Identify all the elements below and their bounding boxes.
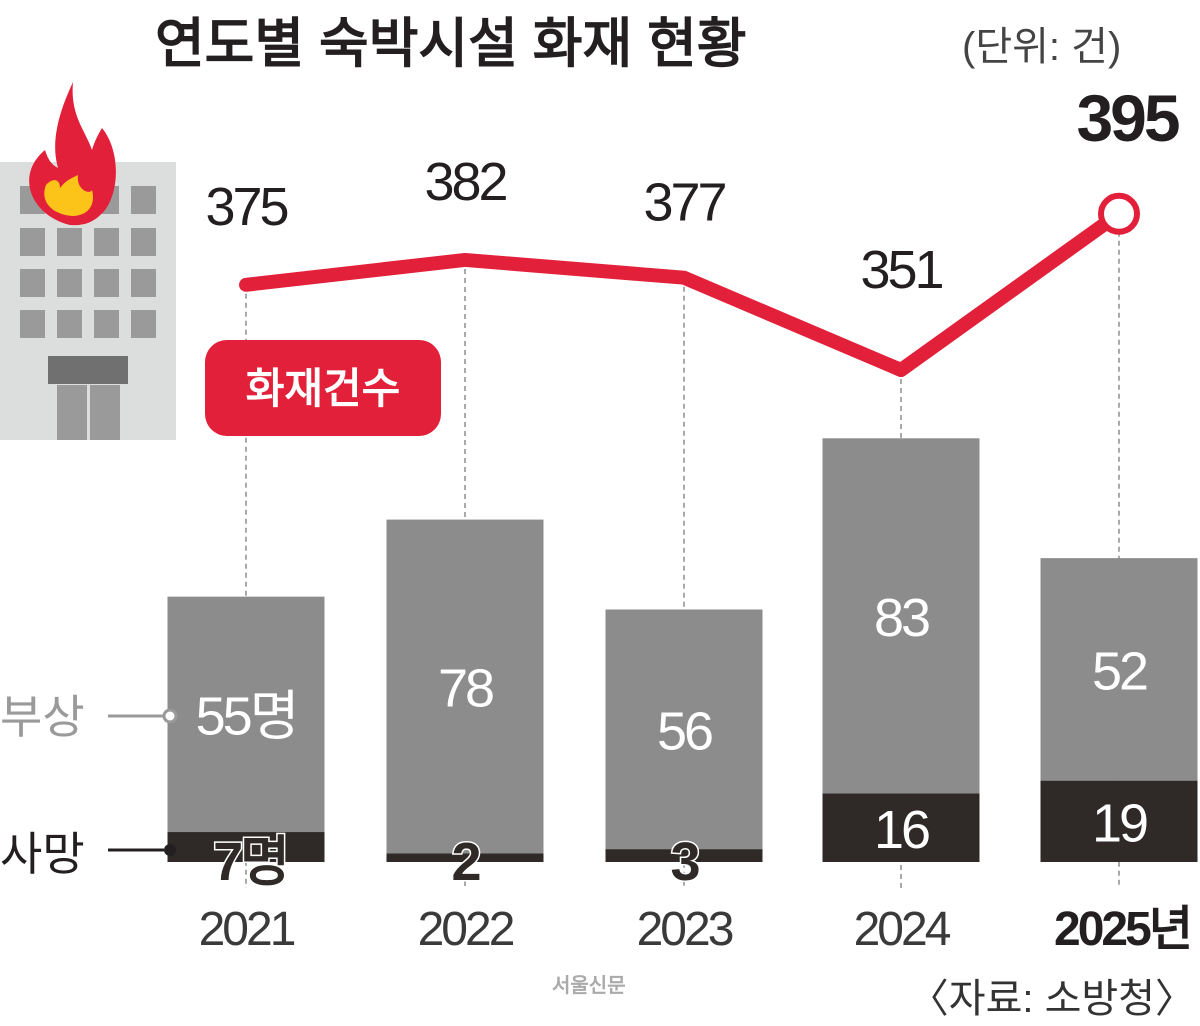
bar-injury (167, 596, 325, 833)
bar-injury (822, 438, 980, 794)
death-value-label: 3 (670, 832, 699, 892)
bar-injury (605, 609, 763, 850)
line-value-label: 375 (205, 177, 287, 237)
x-tick-label: 2022 (418, 903, 514, 956)
injury-value-label: 78 (438, 659, 493, 719)
injury-value-label: 55명 (196, 686, 297, 746)
death-value-label: 7명 (213, 832, 287, 892)
bar-injury (386, 519, 544, 854)
bar-death (167, 832, 325, 862)
x-tick-label: 2023 (637, 903, 733, 956)
line-legend-badge: 화재건수 (205, 340, 441, 436)
unit-label: (단위: 건) (962, 25, 1121, 69)
legend-death-label: 사망 (0, 828, 85, 880)
x-tick-label: 2021 (199, 903, 295, 956)
injury-value-label: 52 (1092, 641, 1147, 701)
legend-death: 사망 (0, 828, 176, 880)
legend-injury: 부상 (0, 691, 178, 743)
source-label: 〈자료: 소방청〉 (909, 977, 1195, 1021)
chart-title: 연도별 숙박시설 화재 현황 (155, 14, 747, 74)
bar-death (1040, 780, 1198, 862)
line-value-label: 377 (643, 173, 725, 233)
line-point-highlight (1098, 192, 1140, 235)
building-fire-icon (0, 82, 176, 440)
death-value-label: 2 (451, 832, 479, 892)
line-value-label: 395 (1076, 81, 1178, 155)
bar-death (386, 853, 544, 862)
x-tick-label: 2024 (854, 903, 951, 956)
injury-value-label: 56 (657, 701, 712, 761)
x-tick-label: 2025년 (1054, 903, 1190, 956)
line-series-fires (239, 206, 1126, 377)
legend-injury-label: 부상 (0, 691, 85, 743)
bar-injury (1040, 558, 1198, 781)
line-value-label: 351 (860, 240, 942, 300)
death-value-label: 19 (1092, 793, 1147, 853)
bar-death (605, 849, 763, 862)
injury-value-label: 83 (874, 588, 929, 648)
watermark: 서울신문 (552, 974, 626, 997)
line-value-label: 382 (424, 152, 506, 212)
bar-death (822, 793, 980, 862)
death-value-label: 16 (874, 800, 929, 860)
line-legend-label: 화재건수 (246, 365, 401, 412)
